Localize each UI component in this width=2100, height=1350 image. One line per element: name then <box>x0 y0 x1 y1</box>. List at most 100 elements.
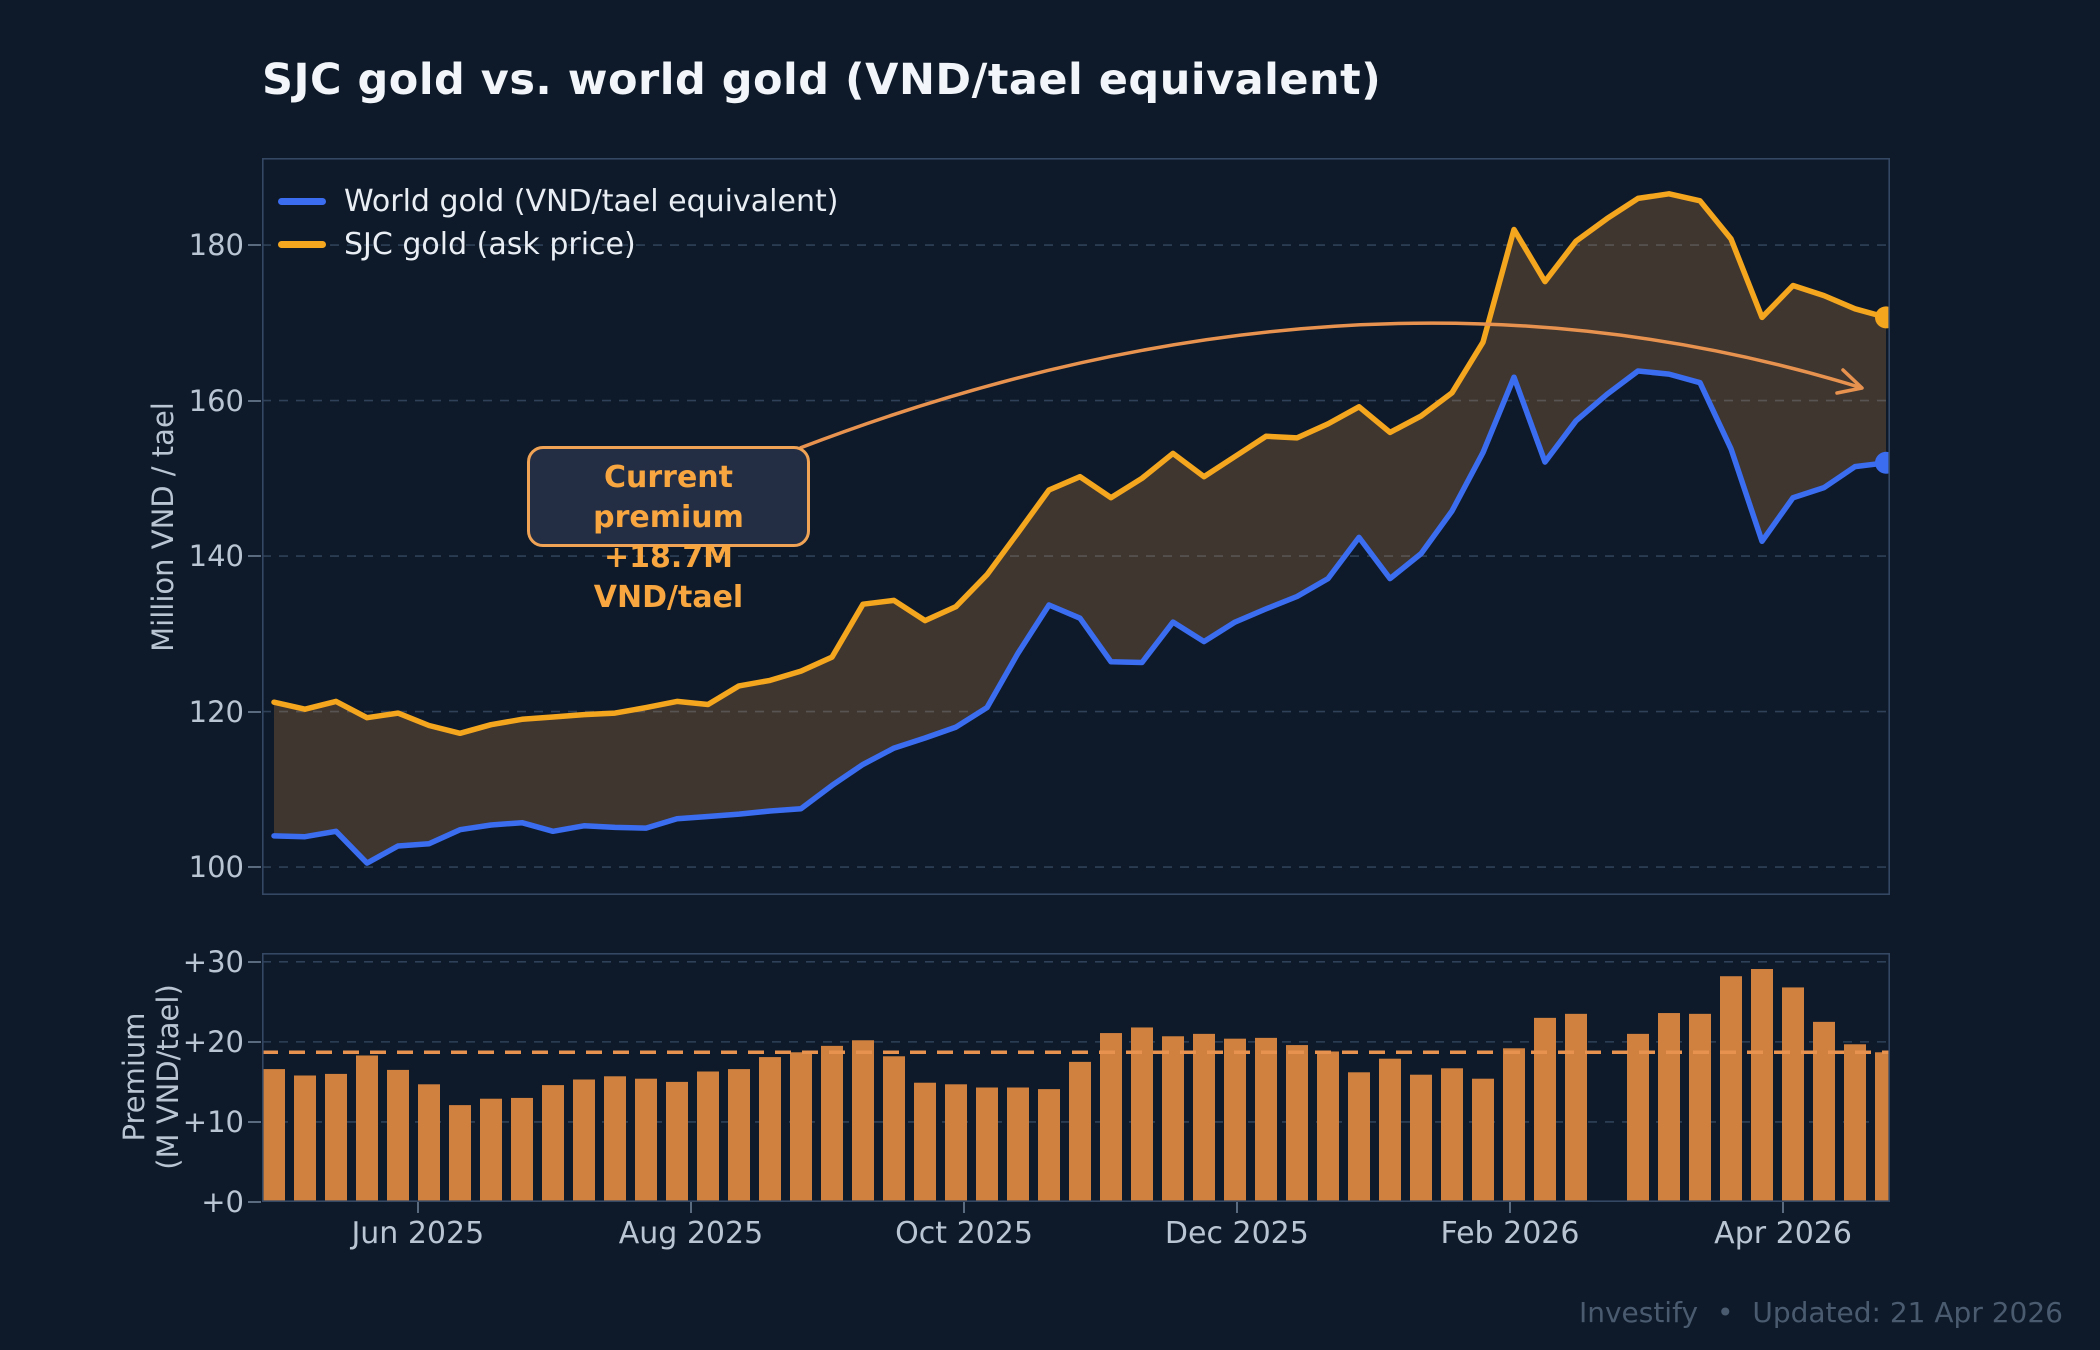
page-title: SJC gold vs. world gold (VND/tael equiva… <box>262 55 1382 105</box>
x-tick-mark <box>1508 1202 1511 1213</box>
sjc-line-swatch <box>278 241 326 248</box>
y-tick-mark <box>248 866 261 868</box>
sjc-latest-dot <box>1875 306 1890 329</box>
price-panel-border <box>262 158 1890 895</box>
premium-bar <box>914 1082 936 1201</box>
premium-bar <box>1069 1061 1091 1201</box>
legend-label-sjc: SJC gold (ask price) <box>344 227 636 262</box>
premium-bar <box>1751 969 1773 1201</box>
x-tick-mark <box>416 1202 419 1213</box>
premium-bar <box>1410 1074 1432 1201</box>
x-tick-mark <box>1235 1202 1238 1213</box>
y-tick-label: 180 <box>188 228 244 263</box>
y-tick-label: 100 <box>188 850 244 884</box>
x-tick-label: Apr 2026 <box>1714 1216 1852 1251</box>
premium-bar <box>573 1079 595 1201</box>
premium-bar <box>325 1073 347 1201</box>
premium-bar <box>1782 987 1804 1201</box>
premium-bar <box>480 1098 502 1201</box>
y-tick-mark <box>248 555 261 558</box>
premium-bar <box>821 1045 843 1201</box>
y-tick-mark <box>248 399 261 402</box>
y-tick-label: 120 <box>188 694 244 729</box>
premium-bar <box>294 1075 316 1201</box>
premium-bar <box>418 1084 440 1201</box>
premium-bar <box>1286 1045 1308 1201</box>
premium-arrow <box>799 321 1863 450</box>
premium-bar <box>945 1084 967 1201</box>
x-tick-label: Jun 2025 <box>351 1216 485 1251</box>
premium-bar <box>1131 1027 1153 1201</box>
premium-bar <box>1441 1068 1463 1201</box>
premium-bar <box>1100 1033 1122 1201</box>
premium-bar <box>883 1056 905 1201</box>
legend-item-world: World gold (VND/tael equivalent) <box>278 180 838 223</box>
y-tick-label: 140 <box>188 539 244 574</box>
premium-band-fill <box>274 193 1886 864</box>
premium-bar <box>1038 1089 1060 1201</box>
premium-bar <box>542 1085 564 1201</box>
premium-bar <box>1007 1087 1029 1201</box>
premium-bar <box>697 1071 719 1201</box>
world-gold-line <box>271 368 1889 866</box>
premium-bar <box>1627 1033 1649 1201</box>
premium-bar <box>1844 1044 1866 1201</box>
premium-bar <box>356 1055 378 1201</box>
x-tick-mark <box>689 1202 692 1213</box>
premium-bar <box>1193 1033 1215 1201</box>
premium-bar <box>1813 1021 1835 1201</box>
premium-bar <box>449 1105 471 1201</box>
y-axis-title-premium-line2: (M VND/tael) <box>151 984 185 1170</box>
world-latest-dot <box>1875 451 1890 474</box>
updated-date: Updated: 21 Apr 2026 <box>1752 1296 2063 1329</box>
price-chart <box>262 158 1890 895</box>
x-tick-mark <box>963 1202 966 1213</box>
premium-chart-panel <box>262 953 1890 1202</box>
x-tick-mark <box>1782 1202 1785 1213</box>
y-tick-label: 160 <box>188 383 244 418</box>
premium-bar <box>1162 1036 1184 1201</box>
premium-bar <box>604 1076 626 1201</box>
premium-bar <box>1565 1013 1587 1201</box>
premium-bar <box>1534 1017 1556 1201</box>
x-tick-label: Dec 2025 <box>1164 1216 1309 1251</box>
y-tick-mark <box>248 1120 261 1123</box>
annotation-line2: +18.7M VND/tael <box>593 540 744 615</box>
premium-bar <box>263 1069 285 1201</box>
y-tick-label: +20 <box>182 1024 244 1059</box>
premium-annotation: Current premium +18.7M VND/tael <box>527 446 810 615</box>
y-tick-label: +30 <box>182 944 244 979</box>
premium-bar <box>790 1052 812 1201</box>
y-tick-mark <box>248 960 261 963</box>
legend: World gold (VND/tael equivalent) SJC gol… <box>278 180 838 266</box>
premium-bar <box>1348 1072 1370 1201</box>
x-tick-label: Feb 2026 <box>1440 1216 1580 1251</box>
premium-bar <box>976 1087 998 1201</box>
premium-bar <box>1379 1058 1401 1201</box>
premium-bar <box>1720 976 1742 1201</box>
premium-panel-border <box>262 953 1890 1202</box>
premium-bar <box>852 1040 874 1201</box>
premium-bar <box>1317 1051 1339 1201</box>
sjc-gold-line <box>271 191 1889 737</box>
y-tick-label: +0 <box>201 1185 244 1219</box>
premium-bar <box>728 1069 750 1201</box>
x-tick-label: Oct 2025 <box>895 1216 1033 1251</box>
premium-bar <box>635 1078 657 1201</box>
world-line-swatch <box>278 198 326 205</box>
premium-bar <box>1503 1048 1525 1201</box>
premium-bar <box>1255 1037 1277 1201</box>
footer-separator: • <box>1716 1296 1734 1329</box>
premium-arrow-head <box>1835 368 1864 395</box>
premium-bar <box>1875 1052 1890 1201</box>
annotation-line1: Current premium <box>593 460 744 535</box>
premium-bar <box>387 1069 409 1201</box>
y-tick-mark <box>248 710 261 713</box>
premium-bar <box>759 1057 781 1201</box>
y-tick-mark <box>248 244 261 247</box>
y-tick-mark <box>248 1201 261 1203</box>
y-tick-label: +10 <box>182 1104 244 1139</box>
premium-bar <box>1658 1013 1680 1201</box>
x-tick-label: Aug 2025 <box>618 1216 764 1251</box>
